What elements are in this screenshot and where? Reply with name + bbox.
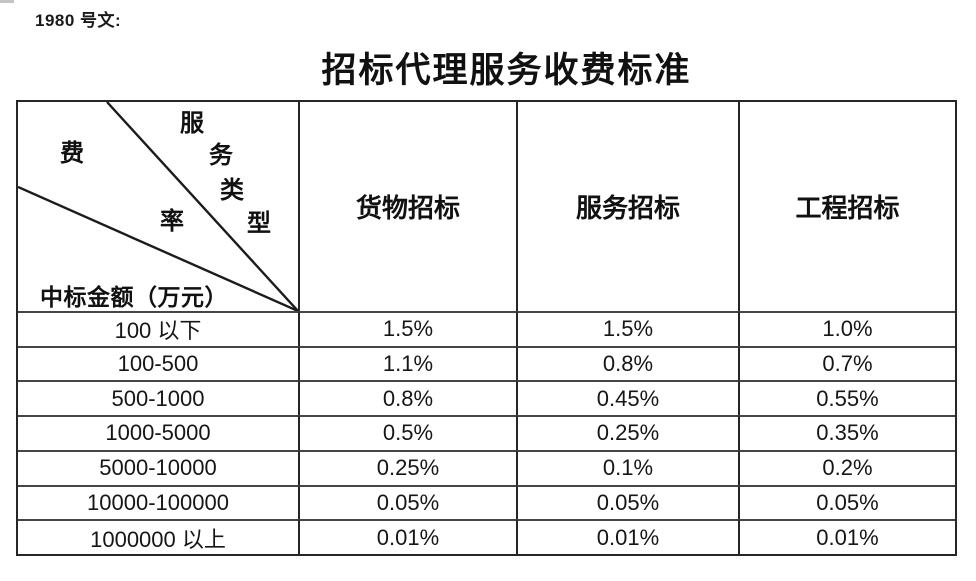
fee-cell: 1.0% (738, 311, 955, 346)
document-reference: 1980 号文: (35, 11, 122, 30)
row-label: 500-1000 (18, 380, 298, 415)
fee-cell: 0.25% (298, 449, 516, 485)
fee-cell: 0.05% (298, 484, 516, 520)
fee-cell: 0.01% (516, 519, 738, 554)
page-title: 招标代理服务收费标准 (321, 51, 692, 90)
column-header-service: 服务招标 (516, 102, 738, 311)
page-corner-artifact (0, 0, 14, 3)
corner-label-rate-char: 费 (60, 141, 84, 167)
fee-cell: 0.55% (738, 380, 955, 416)
fee-cell: 0.7% (738, 345, 955, 381)
corner-label-service-type-char: 服 (180, 111, 204, 137)
fee-cell: 0.5% (298, 415, 516, 450)
corner-label-service-type-char: 型 (247, 211, 271, 237)
row-label: 1000000 以上 (18, 519, 298, 554)
column-header-goods: 货物招标 (298, 102, 516, 311)
fee-cell: 0.01% (738, 519, 955, 554)
corner-label-service-type-char: 务 (209, 143, 233, 169)
corner-label-bid-amount: 中标金额（万元） (40, 285, 228, 310)
corner-label-rate-char: 率 (160, 209, 184, 235)
row-label: 100-500 (18, 345, 298, 381)
fee-cell: 0.8% (516, 345, 738, 381)
fee-cell: 0.35% (738, 415, 955, 450)
fee-cell: 1.1% (298, 345, 516, 381)
fee-cell: 0.05% (516, 484, 738, 520)
fee-cell: 0.45% (516, 380, 738, 416)
fee-cell: 0.2% (738, 449, 955, 485)
fee-standard-table: 费 率 服 务 类 型 中标金额（万元） 货物招标 服务招标 工程招标 100 … (16, 100, 957, 556)
table-corner-diagonal-cell: 费 率 服 务 类 型 中标金额（万元） (18, 102, 298, 311)
fee-cell: 1.5% (516, 311, 738, 346)
diagonal-divider-lines (18, 102, 298, 311)
fee-cell: 0.8% (298, 380, 516, 416)
fee-cell: 0.1% (516, 449, 738, 485)
fee-cell: 0.05% (738, 484, 955, 520)
row-label: 10000-100000 (18, 484, 298, 520)
corner-label-service-type-char: 类 (220, 178, 244, 204)
row-label: 5000-10000 (18, 449, 298, 485)
fee-cell: 1.5% (298, 311, 516, 346)
fee-cell: 0.25% (516, 415, 738, 450)
column-header-engineering: 工程招标 (738, 102, 955, 311)
fee-cell: 0.01% (298, 519, 516, 554)
row-label: 1000-5000 (18, 415, 298, 450)
row-label: 100 以下 (18, 311, 298, 346)
